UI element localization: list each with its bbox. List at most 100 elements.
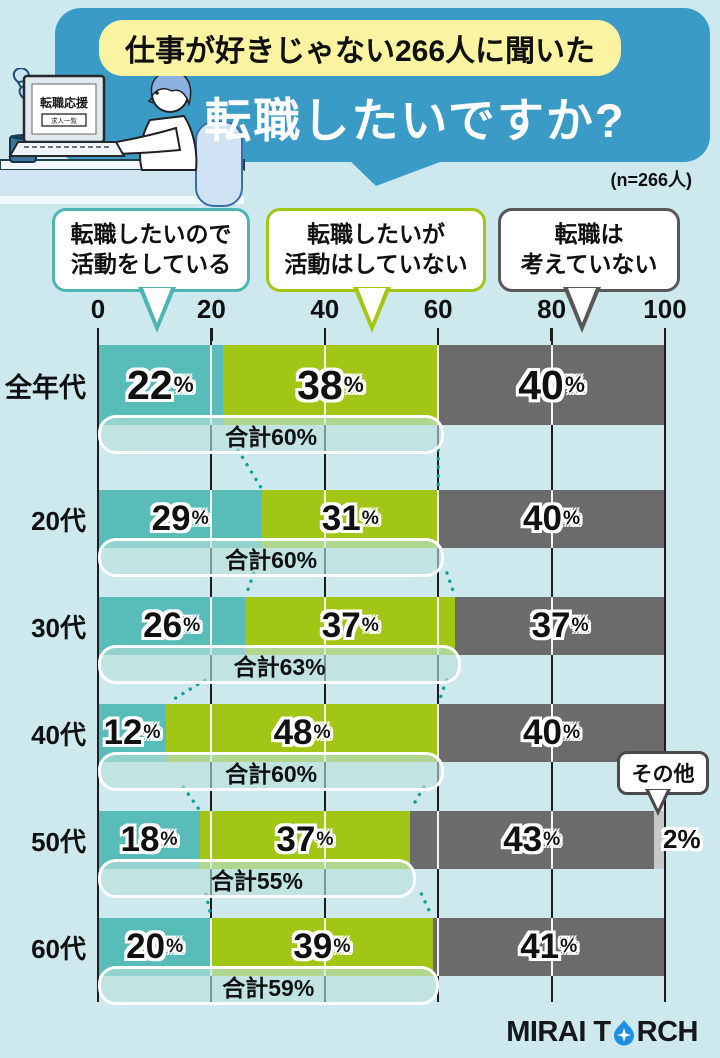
row-label: 60代 [31, 933, 86, 964]
logo-text-left: MIRAI T [506, 1016, 611, 1048]
bar-segment-label: 37% [531, 606, 589, 645]
bar-row: 29% 31% 40% [98, 490, 665, 548]
bar-gridline [323, 597, 326, 655]
gridline [550, 341, 553, 1002]
axis-tick-label: 0 [90, 294, 106, 324]
legend-item-active: 転職したいので 活動をしている [52, 208, 250, 292]
row-label: 全年代 [5, 372, 86, 403]
legend-label: 活動はしていない [284, 251, 468, 277]
axis-tick-mark [437, 328, 440, 341]
bar-segment [222, 345, 439, 425]
bar-gridline [550, 811, 553, 869]
bar-segment-label: 37% [276, 820, 334, 859]
bar-gridline [437, 918, 440, 976]
bar-gridline [323, 345, 326, 425]
bar-segment [409, 811, 654, 869]
laptop-screen-button: 求人一覧 [51, 116, 78, 125]
bar-segment-label: 29% [151, 499, 209, 538]
bar-gridline [323, 811, 326, 869]
total-pill: 合計60% [98, 415, 445, 454]
bar-gridline [437, 345, 440, 425]
page-title: 転職したいですか? [204, 94, 626, 147]
axis-tick-label: 60 [423, 294, 453, 324]
person [102, 70, 198, 171]
bar-gridline [550, 704, 553, 762]
bar-segment [98, 345, 223, 425]
bar-row: 18% 37% 43% [98, 811, 665, 869]
legend-label: 転職したいが [307, 221, 445, 248]
bar-segment [432, 918, 665, 976]
bar-segment-label: 18% [120, 820, 178, 859]
legend-label: 考えていない [520, 251, 658, 277]
axis-tick-mark [663, 328, 667, 341]
bar-gridline [210, 490, 213, 548]
bar-gridline [550, 490, 553, 548]
total-pill-label: 合計55% [210, 867, 303, 894]
axis-tick-mark [323, 328, 326, 341]
bar-segment [455, 597, 665, 655]
row-label: 50代 [31, 826, 86, 857]
axis-tick-label: 20 [196, 294, 226, 324]
bar-segment-label: 41% [520, 927, 578, 966]
sample-size-note: (n=266人) [610, 170, 692, 190]
bar-gridline [210, 811, 213, 869]
worker-illustration: 転職応援 求人一覧 [0, 68, 245, 207]
bar-segment-label: 26% [143, 606, 201, 645]
legend-label: 活動をしている [70, 251, 232, 277]
legend-tail-inactive [353, 287, 391, 333]
bar-gridline [323, 704, 326, 762]
row-label: 40代 [31, 719, 86, 750]
bar-segment-label: 12% [103, 713, 161, 752]
bar-segment-label: 43% [503, 820, 561, 859]
bar-segment-label: 22% [127, 361, 194, 408]
axis-tick-mark [96, 328, 100, 341]
laptop-screen-title: 転職応援 [40, 95, 89, 110]
laptop: 転職応援 求人一覧 [8, 74, 126, 157]
bar-segment-label: 40% [518, 361, 585, 408]
bar-segment-label: 39% [293, 927, 351, 966]
total-pill-label: 合計63% [233, 653, 326, 680]
bar-gridline [437, 490, 440, 548]
axis-tick-mark [550, 328, 553, 341]
row-label: 30代 [31, 612, 86, 643]
bar-gridline [210, 704, 213, 762]
bar-row: 22% 38% 40% [98, 345, 665, 425]
legend-label: 転職したいので [70, 221, 232, 248]
bar-segment-label: 40% [523, 499, 581, 538]
axis-tick-mark [210, 328, 213, 341]
total-pill: 合計60% [98, 752, 445, 791]
total-pill: 合計55% [98, 859, 416, 898]
axis-tick-label: 80 [537, 294, 567, 324]
bar-segment-label: 40% [523, 713, 581, 752]
torch-drop-icon [613, 1020, 634, 1046]
bar-segment [653, 811, 665, 869]
legend-item-none: 転職は 考えていない [498, 208, 680, 292]
bar-gridline [437, 811, 440, 869]
legend-item-inactive: 転職したいが 活動はしていない [266, 208, 486, 292]
bar-segment-label: 37% [321, 606, 379, 645]
bar-gridline [550, 597, 553, 655]
bar-segment-label: 48% [273, 713, 331, 752]
legend-tail-active [138, 287, 176, 333]
bar-gridline [437, 597, 440, 655]
other-value-label: 2% [663, 824, 701, 854]
total-pill: 合計63% [98, 645, 462, 684]
bar-gridline [210, 918, 213, 976]
logo-text-right: RCH [636, 1016, 699, 1048]
mirai-torch-logo: MIRAI T RCH [506, 1016, 698, 1049]
legend-tail-none [563, 287, 601, 333]
bar-gridline [437, 704, 440, 762]
bar-segment-label: 38% [297, 361, 364, 408]
header-bubble-tail [348, 159, 448, 186]
bar-segment-label: 31% [321, 499, 379, 538]
total-pill-label: 合計60% [225, 546, 318, 573]
total-pill: 合計60% [98, 538, 445, 577]
bar-gridline [550, 918, 553, 976]
total-pill-label: 合計60% [225, 760, 318, 787]
other-annotation-label: その他 [631, 763, 695, 786]
total-pill: 合計59% [98, 966, 439, 1005]
axis-tick-label: 100 [643, 294, 687, 324]
bar-gridline [210, 597, 213, 655]
